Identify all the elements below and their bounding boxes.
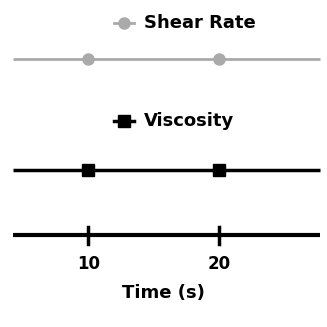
Text: Shear Rate: Shear Rate (144, 14, 256, 32)
Text: Viscosity: Viscosity (144, 112, 234, 130)
Text: 20: 20 (208, 255, 231, 273)
Text: 10: 10 (77, 255, 100, 273)
Text: Time (s): Time (s) (122, 284, 205, 302)
